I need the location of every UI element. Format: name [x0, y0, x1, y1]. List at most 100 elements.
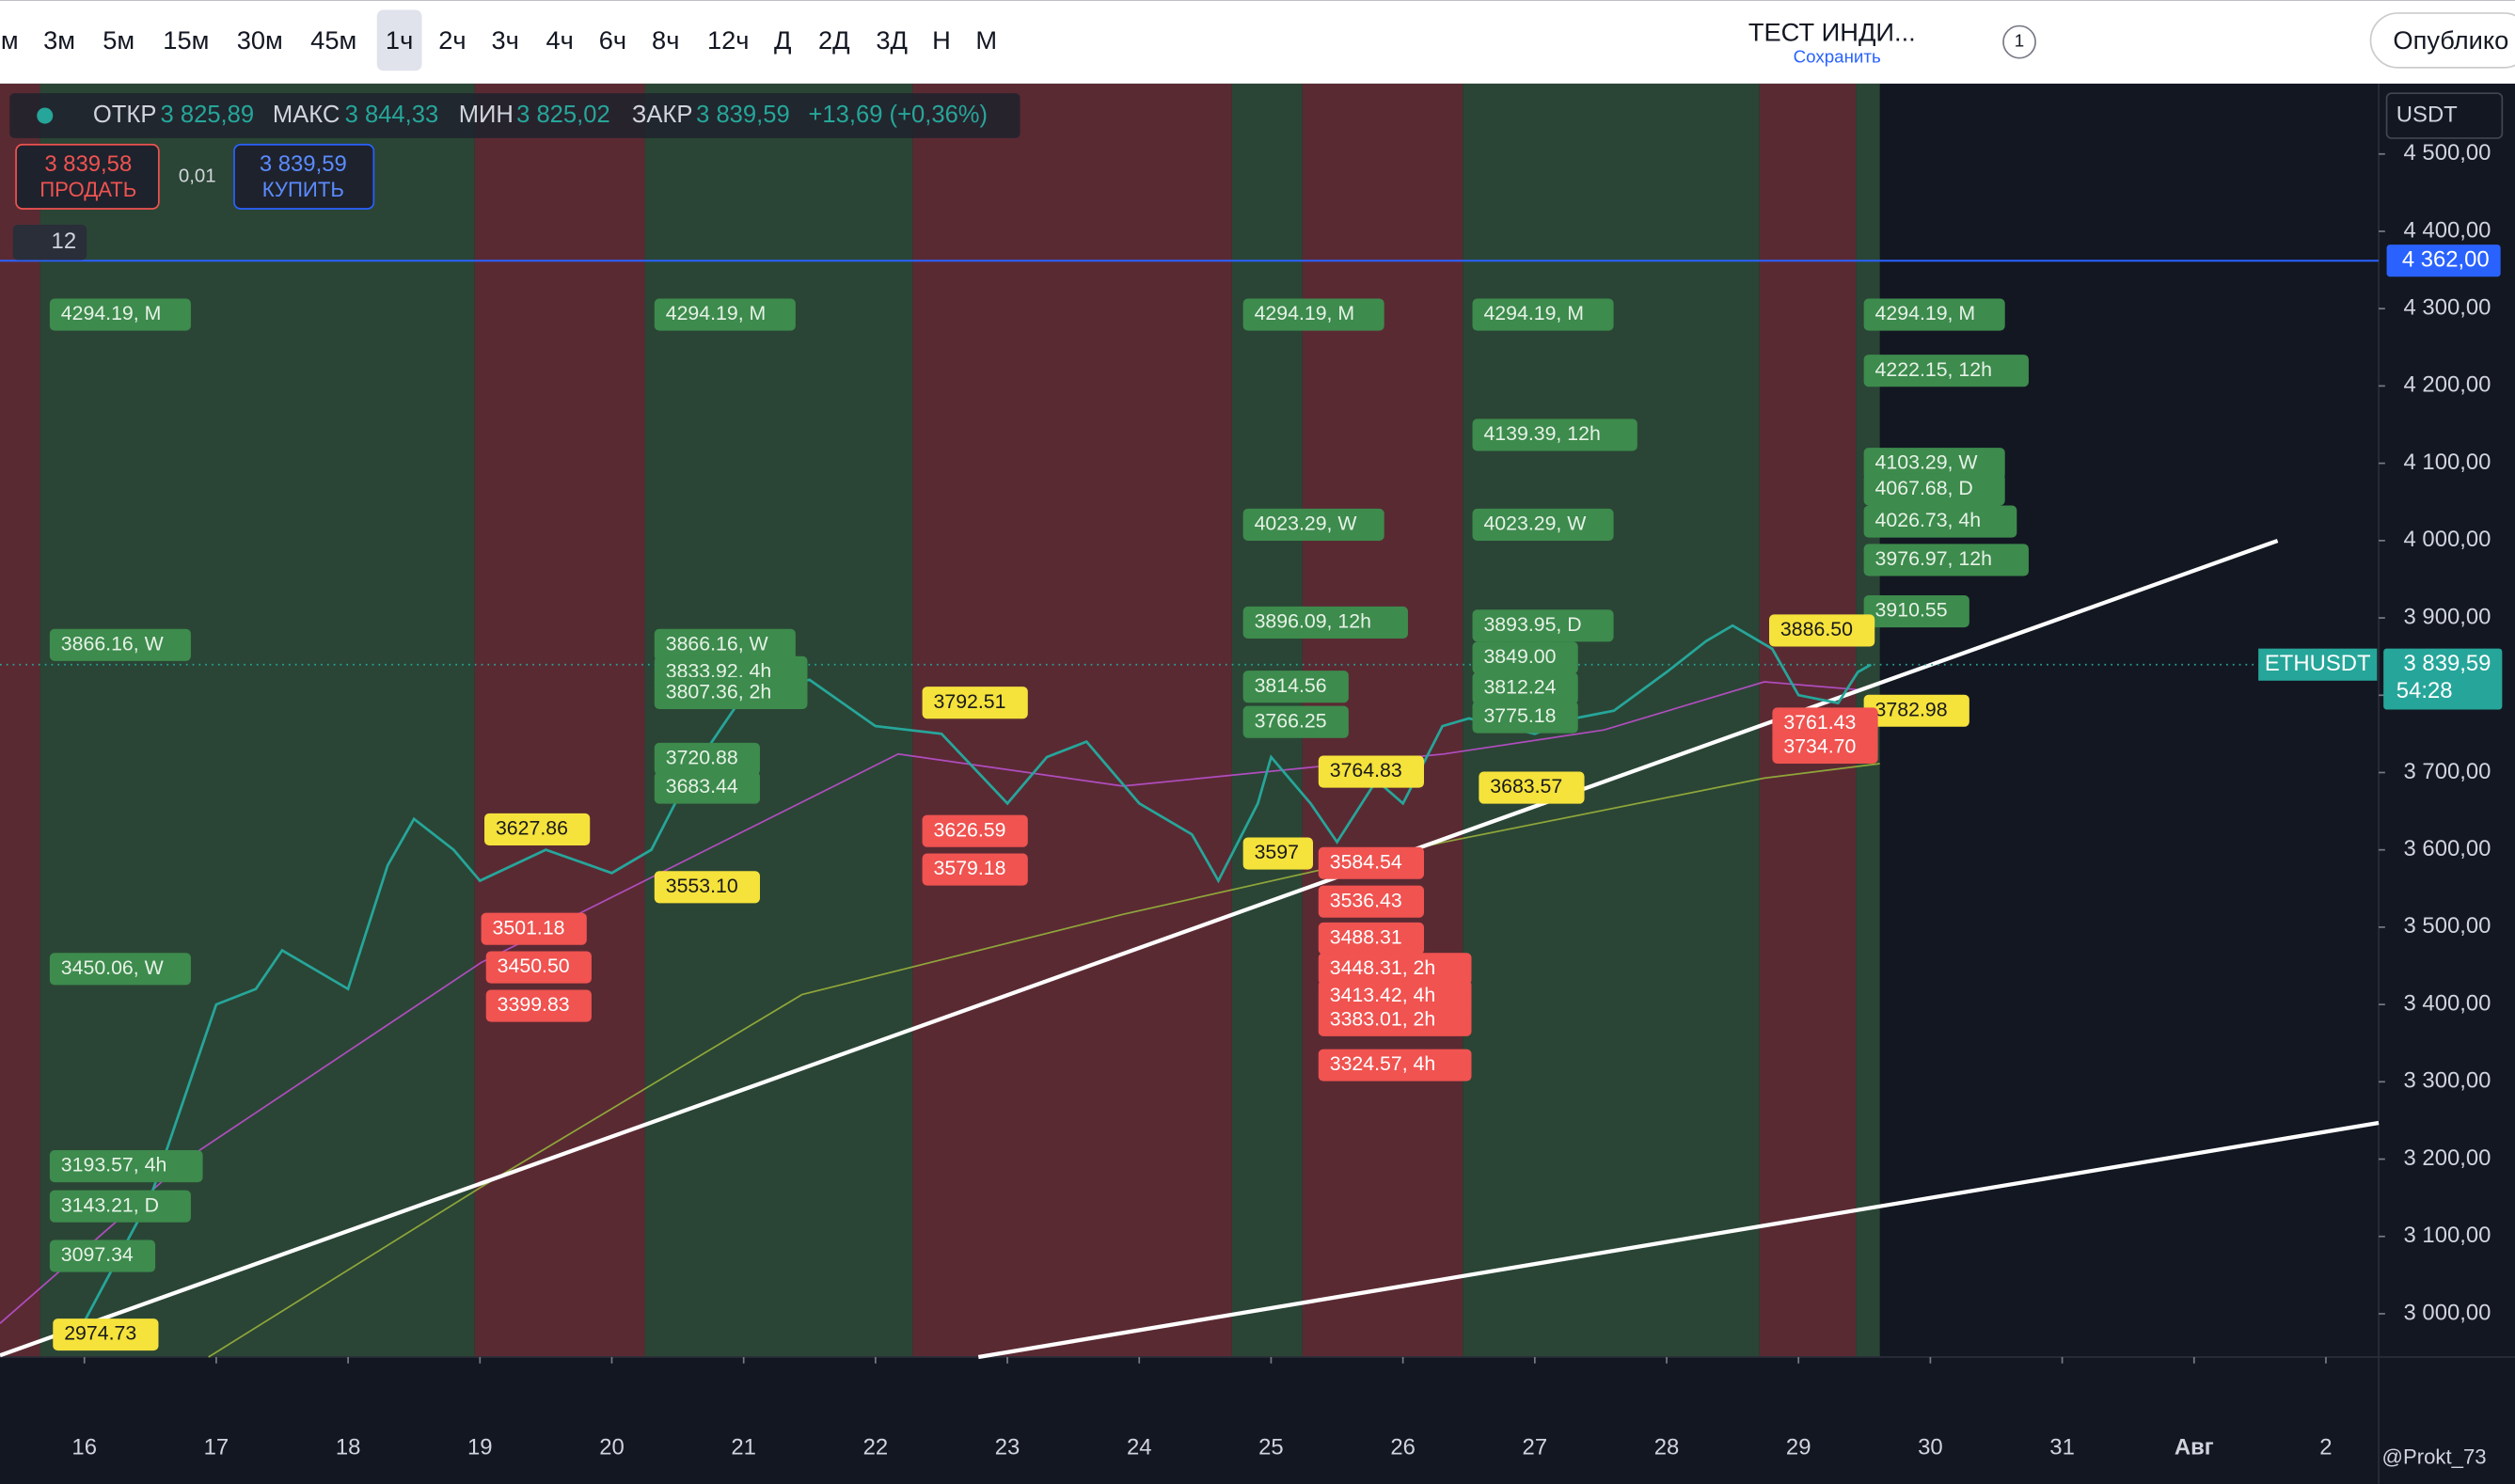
- x-tick-label: 17: [204, 1435, 229, 1460]
- level-tag: [49, 1190, 191, 1223]
- legend-text: МАКС: [273, 102, 340, 128]
- x-tick-label: 26: [1390, 1435, 1416, 1460]
- level-label: 3792.51: [934, 690, 1006, 713]
- legend-text: 3 825,89: [161, 102, 255, 128]
- interval-button[interactable]: 12ч: [707, 25, 750, 55]
- buy-label: КУПИТЬ: [262, 178, 344, 201]
- level-label: 3720.88: [666, 747, 738, 769]
- level-tag: [1479, 771, 1585, 804]
- interval-button[interactable]: 2ч: [438, 25, 466, 55]
- level-label: 3143.21, D: [61, 1193, 159, 1216]
- y-tick-label: 4 400,00: [2404, 217, 2491, 243]
- level-tag: [654, 871, 760, 904]
- y-tick-label: 3 300,00: [2404, 1068, 2491, 1094]
- trend-line: [0, 538, 2279, 1358]
- interval-button[interactable]: 5м: [103, 25, 134, 55]
- plot: 4294.19, M 4294.19, M 4294.19, M 4294.19, M…: [0, 260, 2380, 1351]
- interval-button[interactable]: м: [1, 25, 19, 55]
- sell-label: ПРОДАТЬ: [40, 178, 136, 201]
- level-label: 3849.00: [1483, 645, 1556, 668]
- indicators-toggle[interactable]: [12, 225, 87, 260]
- spread: 0,01: [179, 165, 216, 186]
- legend-text: МИН: [459, 102, 514, 128]
- level-tag: [1863, 505, 2017, 538]
- legend-text: 3 825,02: [516, 102, 610, 128]
- zone: [0, 83, 40, 1358]
- level-tag: [1318, 922, 1425, 955]
- legend-text: ЗАКР: [632, 102, 692, 128]
- level-label: 3812.24: [1483, 675, 1556, 698]
- level-tag: [49, 953, 191, 986]
- level-tag: [654, 298, 796, 331]
- indicators-count: 12: [52, 229, 77, 254]
- level-tag: [1863, 355, 2029, 387]
- level-tag: [1863, 448, 2005, 481]
- y-tick-label: 3 700,00: [2404, 759, 2491, 784]
- y-tick-label: 3 600,00: [2404, 836, 2491, 861]
- interval-button[interactable]: 1ч: [386, 25, 413, 55]
- alert-tag: [2386, 245, 2501, 277]
- level-label: 3814.56: [1255, 674, 1327, 697]
- status-dot: [37, 107, 54, 124]
- interval-button[interactable]: 30м: [237, 25, 283, 55]
- interval-button[interactable]: 6ч: [599, 25, 626, 55]
- interval-button[interactable]: 8ч: [652, 25, 679, 55]
- level-tag: [1318, 755, 1425, 788]
- level-label: 3866.16, W: [61, 632, 165, 655]
- level-label: 3893.95, D: [1483, 613, 1581, 636]
- interval-button[interactable]: 15м: [163, 25, 209, 55]
- x-tick-label: 30: [1918, 1435, 1943, 1460]
- level-label: 3450.06, W: [61, 956, 165, 979]
- interval-button[interactable]: Д: [774, 25, 791, 55]
- interval-button[interactable]: 45м: [310, 25, 356, 55]
- x-tick-label: 25: [1258, 1435, 1284, 1460]
- level-label: 3536.43: [1330, 889, 1402, 911]
- interval-button[interactable]: М: [975, 25, 997, 55]
- legend-text: 3 839,59: [696, 102, 790, 128]
- level-label: 3097.34: [61, 1243, 134, 1266]
- interval-button[interactable]: 3ч: [492, 25, 519, 55]
- level-tag: [1863, 694, 1969, 727]
- interval-button[interactable]: Н: [932, 25, 951, 55]
- level-tag: [922, 814, 1028, 847]
- level-label: 4023.29, W: [1483, 513, 1587, 535]
- last-label: 3 839,59: [2404, 651, 2491, 676]
- publish-bg[interactable]: [2369, 12, 2515, 69]
- sell-button[interactable]: [15, 143, 160, 210]
- interval-button[interactable]: 3Д: [876, 25, 908, 55]
- interval-button[interactable]: 2Д: [818, 25, 850, 55]
- level-tag: [1318, 953, 1472, 986]
- currency-bg[interactable]: [2385, 92, 2504, 139]
- level-tag: [1242, 671, 1349, 703]
- level-label: 3383.01, 2h: [1330, 1008, 1436, 1031]
- ma-line: [208, 763, 1880, 1358]
- level-label: 3976.97, 12h: [1875, 547, 1992, 570]
- level-label: 3579.18: [934, 857, 1006, 879]
- save-button[interactable]: Сохранить: [1794, 47, 1881, 67]
- level-label: 3761.43: [1783, 711, 1856, 734]
- currency: USDT: [2396, 102, 2458, 127]
- publish-button[interactable]: Опублико: [2393, 25, 2508, 55]
- y-tick-label: 3 500,00: [2404, 913, 2491, 939]
- zones: [0, 83, 1880, 1358]
- level-label: 3886.50: [1780, 618, 1853, 640]
- interval-button[interactable]: 3м: [43, 25, 75, 55]
- layout-name[interactable]: ТЕСТ ИНДИ...: [1748, 17, 1916, 46]
- buy-price: 3 839,59: [260, 151, 347, 177]
- price-line: [83, 624, 1872, 1322]
- level-label: 3324.57, 4h: [1330, 1052, 1436, 1075]
- level-label: 4294.19, M: [666, 302, 767, 324]
- buy-button[interactable]: [233, 143, 375, 210]
- level-label: 3626.59: [934, 818, 1006, 841]
- level-label: 3866.16, W: [666, 632, 769, 655]
- level-tag: [1863, 473, 2005, 506]
- level-tag: [1769, 614, 1875, 647]
- watermark: @Prokt_73: [2381, 1445, 2486, 1468]
- legend-text: +13,69 (+0,36%): [808, 102, 988, 128]
- interval-button[interactable]: 4ч: [546, 25, 573, 55]
- level-tag: [654, 628, 796, 661]
- level-tag: [53, 1318, 159, 1351]
- y-tick-label: 3 200,00: [2404, 1145, 2491, 1171]
- active-interval: [376, 9, 422, 71]
- level-tag: [654, 771, 760, 804]
